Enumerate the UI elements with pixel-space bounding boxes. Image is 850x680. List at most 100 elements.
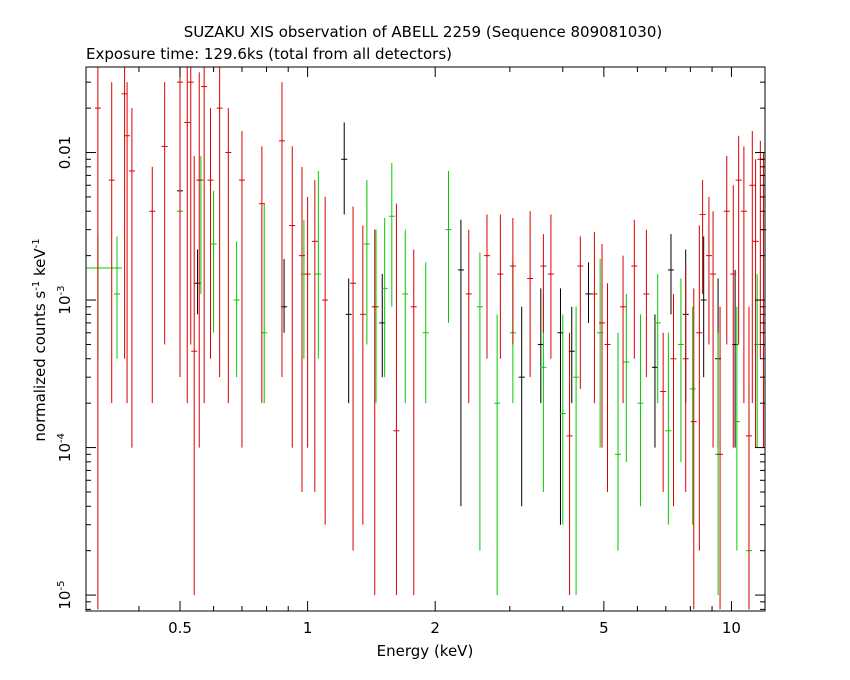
data-point <box>497 214 504 359</box>
data-point <box>410 249 417 596</box>
y-label-main: normalized counts s <box>31 291 49 442</box>
data-point <box>665 332 672 525</box>
y-tick-exponent: -5 <box>56 581 67 591</box>
data-point <box>667 234 674 315</box>
data-point <box>445 170 452 323</box>
x-tick-label: 0.5 <box>168 619 192 637</box>
data-point <box>518 306 525 507</box>
data-point <box>113 236 120 359</box>
data-point <box>723 155 730 345</box>
data-point <box>637 314 644 507</box>
data-point <box>225 108 232 404</box>
y-tick-label: 10-3 <box>56 286 74 315</box>
data-point <box>733 306 740 551</box>
data-point <box>540 234 547 333</box>
data-point <box>315 170 322 359</box>
x-tick-label: 1 <box>303 619 313 637</box>
x-tick-label: 2 <box>430 619 440 637</box>
data-point <box>547 214 554 359</box>
data-point <box>494 314 501 596</box>
data-point <box>660 332 667 492</box>
data-point <box>345 278 352 404</box>
data-point <box>599 243 606 448</box>
data-point <box>573 306 580 596</box>
data-point <box>363 180 370 345</box>
data-point <box>350 206 357 551</box>
data-point <box>238 130 245 448</box>
data-point <box>304 196 311 448</box>
data-point <box>216 67 223 378</box>
data-point <box>177 67 184 378</box>
data-point <box>623 293 630 462</box>
data-point <box>258 146 265 404</box>
data-point <box>311 180 318 492</box>
y-label-mid: keV <box>31 248 49 281</box>
data-point <box>289 146 296 448</box>
y-tick-exponent: -3 <box>56 286 67 296</box>
data-point <box>191 155 198 596</box>
data-point <box>322 196 329 525</box>
data-point <box>730 185 737 448</box>
data-point <box>149 166 156 404</box>
x-axis-label: Energy (keV) <box>377 642 474 660</box>
y-tick-base: 10 <box>56 295 74 314</box>
data-point <box>201 67 208 404</box>
x-tick-label: 5 <box>599 619 609 637</box>
data-point <box>341 122 348 215</box>
data-point <box>465 229 472 404</box>
data-point <box>393 203 400 596</box>
data-point <box>388 162 395 307</box>
data-point <box>631 219 638 359</box>
y-tick-label: 10-4 <box>56 433 74 462</box>
data-point <box>537 288 544 404</box>
data-point <box>690 288 697 610</box>
data-point <box>566 332 573 596</box>
data-point <box>299 166 306 492</box>
y-tick-label: 0.01 <box>56 136 74 169</box>
data-point <box>233 241 240 378</box>
data-point <box>643 229 650 378</box>
data-point <box>740 146 747 404</box>
data-point <box>94 67 101 610</box>
y-tick-base: 0.01 <box>56 136 74 169</box>
data-point <box>457 219 464 507</box>
series-0 <box>177 122 739 525</box>
y-tick-label: 10-5 <box>56 581 74 610</box>
data-point <box>752 159 759 448</box>
data-point <box>128 108 135 448</box>
data-point <box>359 225 366 525</box>
data-point <box>677 278 684 462</box>
data-point <box>422 262 429 404</box>
data-point <box>670 293 677 507</box>
data-point <box>591 231 598 404</box>
data-point <box>371 229 378 596</box>
data-point <box>689 306 696 525</box>
data-point <box>559 314 566 525</box>
plot-area <box>86 67 767 610</box>
y-tick-exponent: -4 <box>56 433 67 443</box>
data-point <box>278 82 285 378</box>
data-point <box>210 190 217 333</box>
chart-title: SUZAKU XIS observation of ABELL 2259 (Se… <box>184 23 662 41</box>
data-point <box>651 314 658 448</box>
data-point <box>196 72 203 448</box>
series-1 <box>86 155 761 610</box>
data-point <box>476 252 483 551</box>
data-point <box>699 180 706 294</box>
data-point <box>184 67 191 404</box>
data-point <box>381 217 388 378</box>
data-point <box>527 211 534 378</box>
data-point <box>735 135 742 345</box>
y-tick-base: 10 <box>56 443 74 462</box>
data-point <box>187 67 194 345</box>
y-axis-label: normalized counts s-1 keV-1 <box>31 238 49 441</box>
data-point <box>108 82 115 404</box>
y-tick-base: 10 <box>56 591 74 610</box>
data-point <box>757 140 764 359</box>
data-point <box>402 229 409 404</box>
data-point <box>717 306 724 610</box>
data-point <box>577 236 584 389</box>
x-tick-label: 10 <box>722 619 741 637</box>
